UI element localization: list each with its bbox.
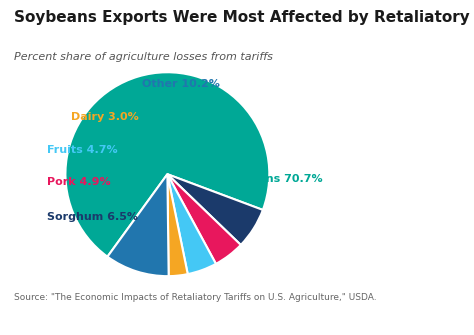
Text: Other 10.2%: Other 10.2% (142, 79, 220, 89)
Text: @TaxFoundation: @TaxFoundation (379, 317, 465, 327)
Text: Source: "The Economic Impacts of Retaliatory Tariffs on U.S. Agriculture," USDA.: Source: "The Economic Impacts of Retalia… (14, 293, 377, 302)
Wedge shape (167, 174, 188, 276)
Text: Soybeans Exports Were Most Affected by Retaliatory Tariffs: Soybeans Exports Were Most Affected by R… (14, 10, 474, 25)
Wedge shape (167, 174, 216, 274)
Wedge shape (167, 174, 263, 245)
Wedge shape (167, 174, 241, 264)
Text: Dairy 3.0%: Dairy 3.0% (71, 112, 138, 122)
Text: Percent share of agriculture losses from tariffs: Percent share of agriculture losses from… (14, 52, 273, 62)
Text: Soybeans 70.7%: Soybeans 70.7% (220, 174, 323, 184)
Text: Pork 4.9%: Pork 4.9% (47, 177, 111, 187)
Text: Sorghum 6.5%: Sorghum 6.5% (47, 212, 138, 222)
Wedge shape (108, 174, 169, 276)
Text: Fruits 4.7%: Fruits 4.7% (47, 145, 118, 155)
Text: TAX FOUNDATION: TAX FOUNDATION (9, 315, 127, 328)
Wedge shape (65, 72, 269, 257)
